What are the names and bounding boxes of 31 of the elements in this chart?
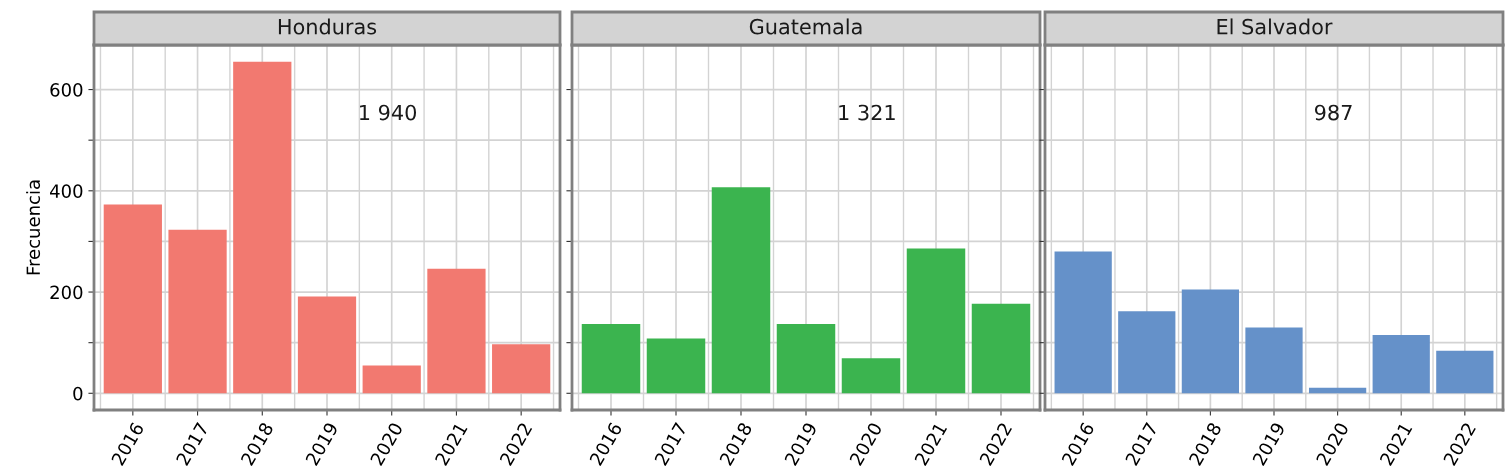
bar xyxy=(1245,327,1303,394)
annotation: 987 xyxy=(1314,104,1352,121)
y-tick-label: 0 xyxy=(73,386,83,401)
bar xyxy=(581,323,641,394)
chart-title: El Salvador xyxy=(1217,18,1333,35)
bar xyxy=(103,204,162,394)
y-axis-title: Frecuencia xyxy=(26,180,41,275)
y-tick-label: 400 xyxy=(50,184,83,198)
bar xyxy=(233,61,292,394)
bar xyxy=(841,358,901,394)
bar xyxy=(711,187,771,394)
y-tick-label: 600 xyxy=(50,83,83,97)
y-tick-label: 200 xyxy=(50,285,83,300)
bar xyxy=(297,296,357,394)
bar xyxy=(971,303,1031,394)
bar xyxy=(1054,251,1112,394)
bar xyxy=(427,268,486,394)
chart-title: Honduras xyxy=(278,18,377,35)
bar xyxy=(906,248,966,394)
annotation: 1 321 xyxy=(839,104,895,121)
chart-title: Guatemala xyxy=(749,18,862,35)
bar xyxy=(168,229,227,394)
bar xyxy=(1436,350,1494,394)
annotation: 1 940 xyxy=(360,104,417,121)
bar xyxy=(362,365,421,394)
bar xyxy=(776,323,836,394)
bar xyxy=(646,338,706,394)
bar xyxy=(492,344,551,394)
bar xyxy=(1372,335,1430,394)
bar xyxy=(1118,311,1176,394)
bar xyxy=(1181,289,1240,394)
